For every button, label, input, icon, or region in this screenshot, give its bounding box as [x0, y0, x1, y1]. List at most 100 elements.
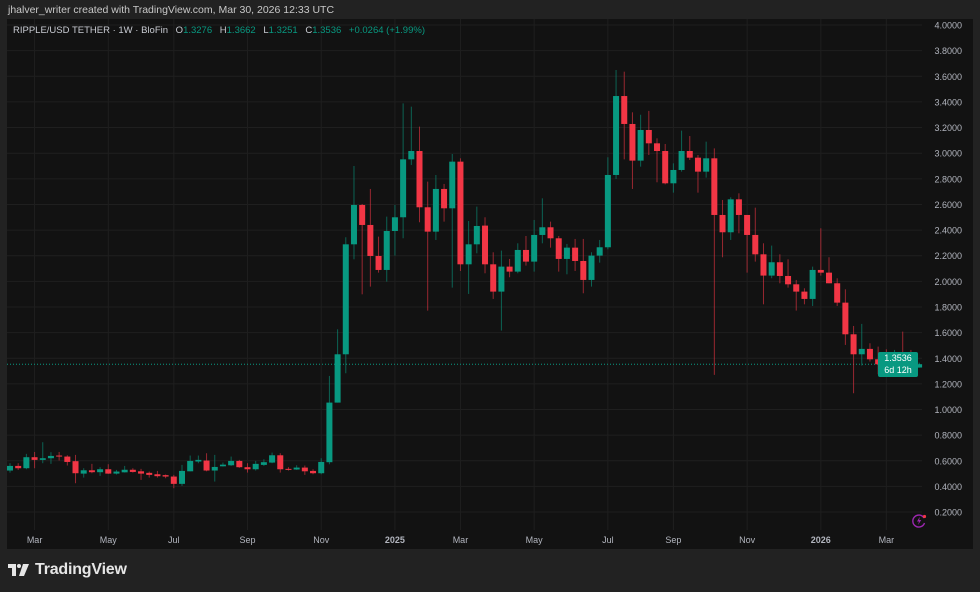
candle-2024-12-30[interactable] — [383, 216, 390, 282]
candle-2026-02-16[interactable] — [866, 343, 873, 362]
candle-2024-09-23[interactable] — [269, 452, 276, 464]
candle-2025-02-24[interactable] — [449, 153, 456, 288]
candle-2025-09-08[interactable] — [678, 130, 685, 172]
candle-2024-06-24[interactable] — [162, 474, 169, 479]
candle-2025-05-26[interactable] — [555, 235, 562, 272]
candle-2024-07-08[interactable] — [178, 464, 185, 486]
candle-2025-01-27[interactable] — [416, 126, 423, 223]
candle-2024-05-13[interactable] — [113, 469, 120, 475]
candle-2026-02-09[interactable] — [858, 323, 865, 366]
candle-2025-07-07[interactable] — [604, 157, 611, 250]
candle-2025-03-10[interactable] — [465, 220, 472, 294]
lightning-icon[interactable] — [911, 513, 927, 529]
candle-2024-10-07[interactable] — [285, 467, 292, 471]
candle-2025-05-12[interactable] — [539, 198, 546, 244]
candle-2025-10-20[interactable] — [727, 197, 734, 240]
candle-2025-08-04[interactable] — [637, 114, 644, 167]
candle-2024-07-01[interactable] — [170, 474, 177, 489]
candle-2024-06-17[interactable] — [154, 470, 161, 478]
candle-2025-09-01[interactable] — [670, 163, 677, 193]
candle-2024-04-08[interactable] — [72, 454, 79, 484]
candle-2025-12-08[interactable] — [785, 259, 792, 288]
candle-2024-10-28[interactable] — [310, 469, 317, 475]
candle-2024-12-09[interactable] — [359, 203, 366, 295]
candle-2024-07-15[interactable] — [187, 455, 194, 472]
candle-2025-11-03[interactable] — [744, 214, 751, 273]
candle-2024-09-16[interactable] — [260, 459, 267, 466]
candle-2025-06-16[interactable] — [580, 238, 587, 294]
candle-2024-07-29[interactable] — [203, 453, 210, 472]
candle-2026-01-19[interactable] — [834, 278, 841, 306]
candle-2024-06-10[interactable] — [146, 471, 153, 478]
candle-2026-01-26[interactable] — [842, 289, 849, 345]
candle-2025-07-21[interactable] — [621, 71, 628, 160]
candle-2025-03-03[interactable] — [457, 158, 464, 271]
candle-2025-07-14[interactable] — [613, 70, 620, 179]
candle-2025-11-10[interactable] — [752, 207, 759, 262]
candle-2025-10-06[interactable] — [711, 148, 718, 375]
candle-2024-04-22[interactable] — [88, 463, 95, 474]
candle-2026-01-05[interactable] — [817, 228, 824, 276]
candle-2025-03-31[interactable] — [490, 252, 497, 299]
candle-2026-02-02[interactable] — [850, 325, 857, 394]
candle-2024-12-16[interactable] — [367, 188, 374, 287]
candle-2024-08-26[interactable] — [236, 459, 243, 468]
candle-2024-05-06[interactable] — [105, 464, 112, 474]
candle-2024-05-20[interactable] — [121, 465, 128, 473]
candle-2025-10-13[interactable] — [719, 199, 726, 258]
candle-2025-03-17[interactable] — [473, 206, 480, 254]
candle-2024-07-22[interactable] — [195, 455, 202, 464]
candle-2024-09-30[interactable] — [277, 453, 284, 473]
candle-2025-12-29[interactable] — [809, 266, 816, 306]
candle-2024-03-25[interactable] — [56, 451, 63, 461]
candle-2024-04-01[interactable] — [64, 455, 71, 466]
candle-2024-02-12[interactable] — [7, 463, 13, 473]
candle-2024-04-29[interactable] — [97, 467, 104, 476]
candle-2025-11-24[interactable] — [768, 245, 775, 279]
candle-2024-04-15[interactable] — [80, 468, 87, 478]
candle-2025-01-06[interactable] — [391, 204, 398, 256]
candle-2025-08-18[interactable] — [654, 138, 661, 183]
candle-2025-12-01[interactable] — [776, 254, 783, 284]
candle-2026-03-30[interactable] — [916, 362, 923, 368]
candle-2025-06-30[interactable] — [596, 239, 603, 263]
candle-2025-02-17[interactable] — [441, 183, 448, 222]
candle-2024-05-27[interactable] — [129, 468, 136, 473]
candle-2025-04-21[interactable] — [514, 243, 521, 274]
candle-2024-03-04[interactable] — [31, 451, 38, 469]
candle-2024-09-02[interactable] — [244, 463, 251, 473]
candle-2025-10-27[interactable] — [735, 193, 742, 234]
candle-2026-01-12[interactable] — [826, 257, 832, 284]
candle-2024-11-18[interactable] — [334, 329, 341, 403]
candle-2025-08-25[interactable] — [662, 143, 669, 185]
candle-2024-08-05[interactable] — [211, 454, 218, 482]
candle-2025-02-10[interactable] — [432, 174, 439, 240]
candle-2024-02-19[interactable] — [15, 463, 22, 470]
candle-2024-10-14[interactable] — [293, 465, 300, 470]
candle-2025-11-17[interactable] — [760, 243, 767, 305]
candle-2025-03-24[interactable] — [482, 217, 489, 274]
candle-2025-04-28[interactable] — [522, 235, 529, 266]
candle-2025-04-14[interactable] — [506, 258, 513, 278]
candle-2025-01-20[interactable] — [408, 106, 415, 165]
candle-2025-06-23[interactable] — [588, 252, 595, 287]
candle-2024-03-11[interactable] — [39, 442, 46, 464]
candle-2024-06-03[interactable] — [138, 468, 145, 480]
candle-2025-09-22[interactable] — [694, 154, 701, 193]
candle-2025-01-13[interactable] — [400, 103, 407, 239]
candle-2025-07-28[interactable] — [629, 112, 636, 189]
candle-2024-10-21[interactable] — [301, 465, 308, 475]
candle-2024-11-25[interactable] — [342, 237, 349, 374]
candle-2024-02-26[interactable] — [23, 453, 30, 470]
candle-2025-09-29[interactable] — [703, 141, 710, 178]
candle-2025-06-09[interactable] — [572, 238, 579, 271]
candle-2025-05-05[interactable] — [531, 219, 538, 272]
candle-2025-05-19[interactable] — [547, 221, 554, 248]
candle-2024-09-09[interactable] — [252, 460, 259, 471]
candle-2024-08-12[interactable] — [219, 462, 226, 467]
candle-2024-12-02[interactable] — [350, 166, 357, 260]
candle-2025-12-22[interactable] — [801, 288, 808, 305]
candle-2025-08-11[interactable] — [645, 110, 652, 155]
candle-2024-11-04[interactable] — [318, 458, 325, 475]
